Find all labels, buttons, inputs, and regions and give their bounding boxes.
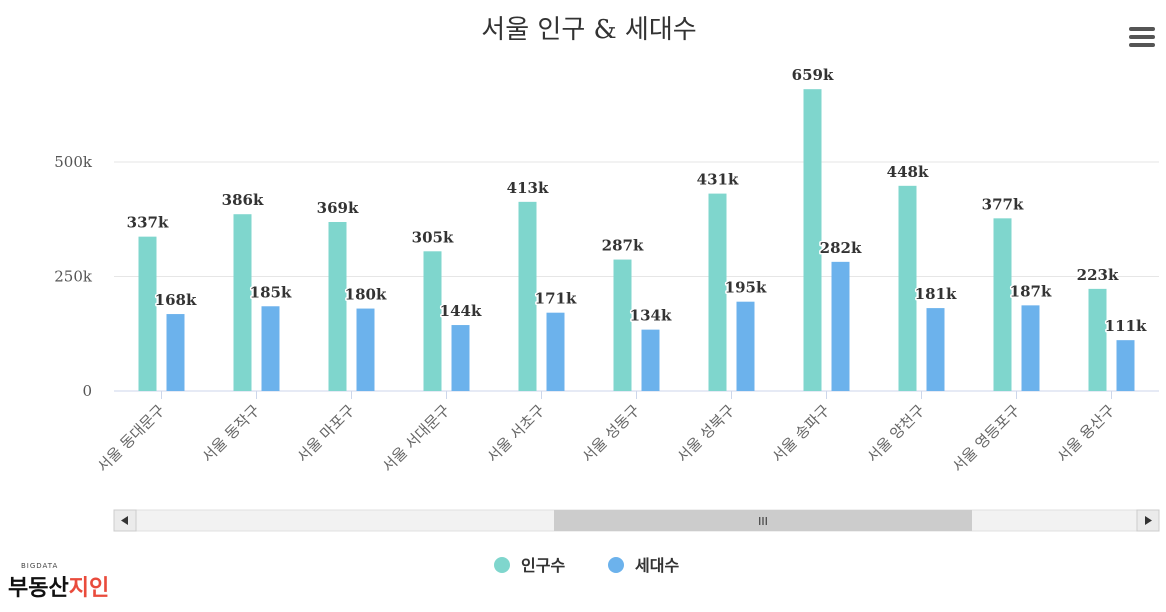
x-tick-label: 서울 용산구 [1053, 401, 1118, 466]
bar-households[interactable] [736, 301, 755, 391]
data-label: 144k [440, 302, 482, 320]
logo-small-text: BIGDATA [21, 562, 59, 570]
scrollbar-thumb-grip[interactable]: III [758, 515, 768, 528]
legend: 인구수 세대수 [494, 556, 679, 575]
bar-population[interactable] [138, 236, 157, 391]
data-label: 431k [697, 171, 739, 189]
data-label: 369k [317, 199, 359, 217]
data-label: 448k [887, 163, 929, 181]
data-label: 111k [1105, 317, 1147, 335]
data-label: 171k [535, 290, 577, 308]
data-label: 134k [630, 307, 672, 325]
data-label: 305k [412, 228, 454, 246]
logo-main-right: 지인 [68, 576, 110, 601]
scrollbar-thumb[interactable] [554, 510, 972, 531]
data-label: 168k [155, 291, 197, 309]
bar-households[interactable] [356, 308, 375, 391]
data-label: 386k [222, 191, 264, 209]
legend-item-population[interactable]: 인구수 [494, 556, 565, 575]
data-label: 180k [345, 286, 387, 304]
x-tick-label: 서울 동대문구 [94, 401, 169, 476]
data-label: 181k [915, 285, 957, 303]
data-label: 282k [820, 239, 862, 257]
x-tick-label: 서울 서초구 [483, 401, 548, 466]
data-label: 659k [792, 66, 834, 84]
logo-main-left: 부동산 [8, 576, 69, 601]
x-tick-label: 서울 양천구 [863, 401, 928, 466]
bar-households[interactable] [831, 261, 850, 391]
bar-population[interactable] [1088, 288, 1107, 391]
bar-population[interactable] [233, 214, 252, 391]
data-label: 195k [725, 279, 767, 297]
legend-label: 인구수 [521, 556, 565, 575]
bar-population[interactable] [898, 185, 917, 391]
data-label: 337k [127, 214, 169, 232]
left-arrow-button[interactable] [113, 509, 137, 532]
right-arrow-button[interactable] [1136, 509, 1160, 532]
x-tick-label: 서울 성북구 [673, 401, 738, 466]
x-tick-label: 서울 송파구 [768, 401, 833, 466]
bar-population[interactable] [993, 218, 1012, 391]
left-arrow-icon[interactable] [121, 516, 128, 525]
bar-households[interactable] [261, 306, 280, 391]
data-label: 223k [1077, 266, 1119, 284]
bars [138, 89, 1135, 391]
y-axis-ticks: 0 250k 500k [54, 153, 93, 400]
data-label: 413k [507, 179, 549, 197]
right-arrow-icon[interactable] [1145, 516, 1152, 525]
bar-households[interactable] [926, 308, 945, 391]
logo-main-text: 부동산지인 [8, 570, 109, 602]
bar-households[interactable] [546, 312, 565, 391]
x-tick-label: 서울 동작구 [198, 401, 263, 466]
legend-marker [608, 557, 624, 573]
data-labels: 337k 168k 386k 185k 369k 180k 305k 144k 413k 171k… [125, 65, 1148, 337]
data-label: 187k [1010, 282, 1052, 300]
chart-title: 서울 인구 & 세대수 [481, 15, 696, 45]
data-label: 287k [602, 237, 644, 255]
bar-population[interactable] [803, 89, 822, 391]
bar-households[interactable] [451, 325, 470, 391]
y-tick-label: 0 [82, 382, 92, 400]
x-axis-ticks: 서울 동대문구 서울 동작구 서울 마포구 서울 서대문구 서울 서초구 서울 성동구 서울… [94, 391, 1118, 476]
bar-population[interactable] [423, 251, 442, 391]
legend-label: 세대수 [635, 556, 679, 575]
bar-population[interactable] [708, 193, 727, 391]
x-tick-label: 서울 영등포구 [949, 401, 1024, 476]
bar-households[interactable] [166, 314, 185, 391]
data-label: 377k [982, 195, 1024, 213]
legend-item-households[interactable]: 세대수 [608, 556, 679, 575]
chart-scrollbar[interactable]: III [113, 509, 1160, 532]
bar-population[interactable] [518, 201, 537, 391]
bar-households[interactable] [1021, 305, 1040, 391]
bar-households[interactable] [1116, 340, 1135, 391]
legend-marker [494, 557, 510, 573]
brand-logo: BIGDATA 부동산지인 [8, 562, 109, 606]
x-tick-label: 서울 서대문구 [379, 401, 454, 476]
hamburger-menu-icon[interactable] [1129, 27, 1155, 47]
y-tick-label: 250k [54, 268, 93, 286]
x-tick-label: 서울 마포구 [293, 401, 358, 466]
bar-population[interactable] [613, 259, 632, 391]
bar-population[interactable] [328, 221, 347, 391]
x-tick-label: 서울 성동구 [578, 401, 643, 466]
y-tick-label: 500k [54, 153, 93, 171]
data-label: 185k [250, 283, 292, 301]
bar-households[interactable] [641, 329, 660, 391]
